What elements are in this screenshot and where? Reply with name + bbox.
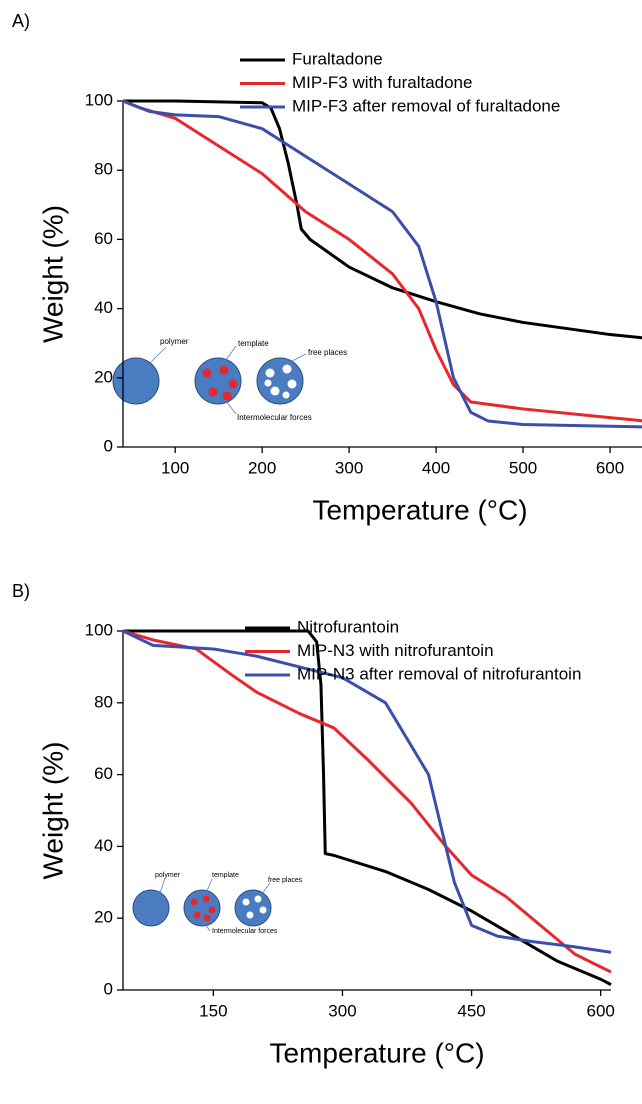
- y-tick-label: 0: [104, 979, 113, 998]
- series-line: [123, 629, 612, 986]
- x-tick-label: 500: [509, 458, 537, 477]
- panel-label: B): [12, 581, 30, 601]
- legend-label: Furaltadone: [292, 49, 383, 68]
- series-line: [122, 99, 642, 429]
- y-tick-label: 100: [85, 620, 113, 639]
- legend-label: MIP-N3 with nitrofurantoin: [297, 641, 494, 660]
- x-tick-label: 600: [586, 1001, 614, 1020]
- x-tick-label: 150: [199, 1001, 227, 1020]
- series-line: [123, 99, 642, 340]
- x-axis-title: Temperature (°C): [312, 494, 527, 525]
- series-line: [122, 99, 642, 423]
- inset-label: polymer: [160, 337, 189, 346]
- inset-label: free places: [308, 348, 347, 357]
- y-tick-label: 60: [94, 229, 113, 248]
- inset-label: Intermolecular forces: [212, 928, 278, 935]
- x-tick-label: 600: [596, 458, 624, 477]
- inset-a: [112, 345, 307, 415]
- x-tick-label: 200: [248, 458, 276, 477]
- x-tick-label: 300: [328, 1001, 356, 1020]
- inset-b: [132, 877, 272, 932]
- x-tick-label: 400: [422, 458, 450, 477]
- y-tick-label: 20: [94, 367, 113, 386]
- inset-label: template: [212, 872, 239, 879]
- inset-label: template: [238, 339, 269, 348]
- y-tick-label: 40: [94, 836, 113, 855]
- y-tick-label: 80: [94, 692, 113, 711]
- panel-label: A): [12, 11, 30, 31]
- y-tick-label: 60: [94, 764, 113, 783]
- y-tick-label: 80: [94, 160, 113, 179]
- y-tick-label: 0: [104, 436, 113, 455]
- y-tick-label: 40: [94, 298, 113, 317]
- series-line: [122, 629, 612, 974]
- y-axis-title: Weight (%): [37, 205, 68, 343]
- legend-label: MIP-N3 after removal of nitrofurantoin: [297, 664, 581, 683]
- y-tick-label: 100: [85, 90, 113, 109]
- inset-label: Intermolecular forces: [237, 413, 312, 422]
- x-tick-label: 450: [457, 1001, 485, 1020]
- series-line: [122, 629, 612, 954]
- x-tick-label: 100: [161, 458, 189, 477]
- x-axis-title: Temperature (°C): [269, 1037, 484, 1068]
- y-axis-title: Weight (%): [37, 742, 68, 880]
- x-tick-label: 300: [335, 458, 363, 477]
- legend-label: Nitrofurantoin: [297, 617, 399, 636]
- legend-label: MIP-F3 after removal of furaltadone: [292, 96, 560, 115]
- legend-label: MIP-F3 with furaltadone: [292, 73, 472, 92]
- inset-label: free places: [268, 877, 303, 884]
- inset-label: polymer: [155, 872, 181, 879]
- y-tick-label: 20: [94, 908, 113, 927]
